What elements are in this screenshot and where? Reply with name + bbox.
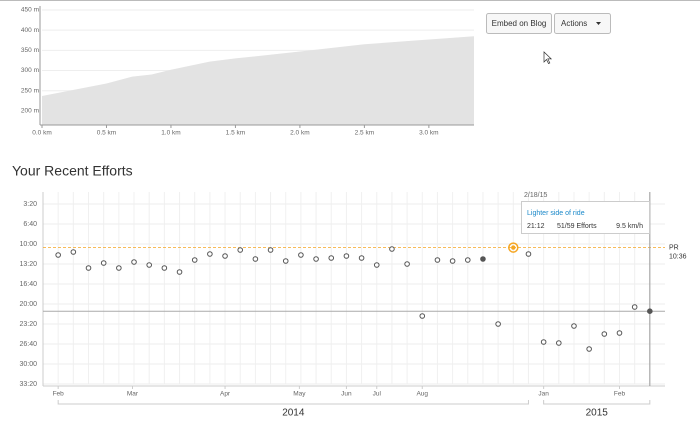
effort-point	[116, 265, 122, 271]
tooltip-speed: 9.5 km/h	[616, 223, 643, 230]
effort-point	[343, 253, 350, 259]
x-tick-label: Jun	[341, 391, 352, 398]
button-label[interactable]: Embed on Blog	[492, 19, 547, 28]
effort-point	[373, 262, 380, 268]
effort-point	[556, 340, 562, 346]
effort-point	[358, 255, 365, 261]
x-tick-label: Mar	[127, 391, 139, 398]
tooltip-name[interactable]: Lighter side of ride	[527, 210, 585, 217]
caret	[596, 22, 601, 25]
effort-point	[540, 339, 547, 345]
effort-point	[70, 249, 77, 255]
x-tick-label: Apr	[220, 391, 231, 398]
x-tick-label: Jan	[538, 391, 549, 398]
effort-point	[464, 257, 471, 263]
button-frame[interactable]	[554, 13, 611, 34]
x-tick-label: Aug	[416, 391, 428, 398]
x-tick-label: 0.5 km	[97, 130, 117, 137]
tooltip-date: 2/18/15	[524, 192, 547, 199]
effort-point	[419, 313, 426, 319]
effort-point	[616, 330, 623, 336]
tooltip-rank: 51/59 Efforts	[557, 223, 597, 230]
y-tick-label: 200 m	[21, 108, 39, 115]
effort-point	[237, 247, 244, 253]
x-tick-label: 2.0 km	[290, 130, 310, 137]
y-tick-label: 16:40	[19, 281, 37, 288]
effort-point	[571, 323, 577, 329]
effort-point	[267, 247, 274, 253]
pr-halo	[508, 242, 519, 253]
y-tick-label: 350 m	[21, 47, 39, 54]
button-label[interactable]: Actions	[561, 19, 587, 28]
effort-point	[282, 258, 289, 264]
tooltip-time: 21:12	[527, 223, 545, 230]
effort-point	[176, 269, 183, 275]
x-tick-label: May	[293, 391, 306, 398]
pr-value: 10:36	[669, 253, 687, 260]
pr-label: PR	[669, 244, 679, 251]
effort-point	[389, 246, 395, 252]
section-title: Your Recent Efforts	[12, 163, 133, 179]
effort-point	[647, 308, 653, 315]
y-tick-label: 300 m	[21, 67, 39, 74]
y-tick-label: 450 m	[21, 7, 39, 14]
effort-point	[601, 331, 608, 337]
x-tick-label: Feb	[614, 391, 626, 398]
x-tick-label: 3.0 km	[419, 130, 439, 137]
effort-point	[131, 259, 137, 265]
y-tick-label: 6:40	[23, 221, 37, 228]
pr-point	[511, 245, 516, 250]
y-tick-label: 26:40	[19, 341, 37, 348]
y-tick-label: 13:20	[19, 261, 37, 268]
effort-point	[328, 255, 335, 261]
effort-point	[161, 265, 168, 271]
effort-point	[449, 258, 456, 264]
effort-point	[191, 257, 198, 263]
effort-point	[207, 251, 213, 257]
embed-button[interactable]: Embed on Blog	[486, 13, 552, 34]
elevation-area	[42, 36, 474, 125]
effort-point	[631, 304, 638, 310]
tooltip-box	[521, 201, 650, 234]
effort-point	[222, 253, 228, 259]
year-label: 2014	[282, 408, 305, 419]
effort-point	[586, 346, 592, 352]
year-bracket	[543, 400, 651, 405]
effort-point	[85, 265, 92, 271]
effort-point	[525, 251, 532, 257]
effort-point	[146, 262, 152, 268]
y-tick-label: 400 m	[21, 27, 39, 34]
y-tick-label: 20:00	[19, 301, 37, 308]
effort-point	[298, 252, 304, 258]
tooltip: 2/18/15 Lighter side of ride 21:12 51/59…	[521, 192, 650, 234]
button-frame[interactable]	[486, 13, 552, 34]
x-tick-label: 0.0 km	[32, 130, 52, 137]
y-tick-label: 30:00	[19, 361, 37, 368]
effort-point	[55, 252, 61, 258]
y-tick-label: 10:00	[19, 241, 37, 248]
effort-point	[252, 256, 259, 262]
y-tick-label: 3:20	[23, 201, 37, 208]
y-tick-label: 250 m	[21, 87, 39, 94]
x-tick-label: Jul	[373, 391, 382, 398]
actions-button[interactable]: Actions	[554, 13, 611, 34]
effort-point	[313, 256, 319, 262]
cursor	[543, 51, 553, 64]
year-bracket	[57, 400, 529, 405]
x-tick-label: Feb	[53, 391, 65, 398]
x-tick-label: 1.5 km	[226, 130, 246, 137]
year-label: 2015	[586, 408, 609, 419]
x-tick-label: 1.0 km	[161, 130, 181, 137]
effort-point	[404, 261, 410, 267]
x-tick-label: 2.5 km	[355, 130, 375, 137]
y-tick-label: 33:20	[19, 381, 37, 388]
effort-point	[495, 321, 501, 327]
effort-point	[100, 260, 107, 266]
y-tick-label: 23:20	[19, 321, 37, 328]
effort-point	[434, 257, 441, 263]
effort-point	[480, 256, 486, 262]
